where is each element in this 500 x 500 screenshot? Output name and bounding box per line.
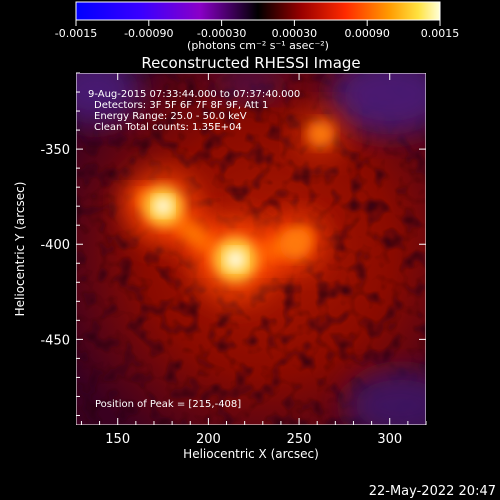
annotations: 9-Aug-2015 07:33:44.000 to 07:37:40.000D… bbox=[88, 89, 300, 133]
colorbar-gradient bbox=[75, 1, 441, 21]
colorbar-unit-label: (photons cm⁻² s⁻¹ asec⁻²) bbox=[187, 39, 329, 52]
source-peak bbox=[225, 249, 246, 270]
x-tick-label: 250 bbox=[287, 432, 312, 447]
annotation-line: 9-Aug-2015 07:33:44.000 to 07:37:40.000 bbox=[88, 89, 300, 100]
colorbar: -0.0015 -0.00090 -0.00030 0.00030 0.00090 0.0… bbox=[55, 1, 459, 52]
source-core bbox=[306, 119, 335, 148]
source-peak bbox=[153, 197, 173, 216]
colorbar-tick-label: -0.00090 bbox=[124, 27, 173, 40]
y-axis-ticks: -350 -400 -450 bbox=[40, 72, 426, 416]
y-axis-label: Heliocentric Y (arcsec) bbox=[13, 182, 27, 317]
colorbar-tick-label: 0.00030 bbox=[272, 27, 318, 40]
x-tick-label: 200 bbox=[196, 432, 221, 447]
source-core bbox=[279, 228, 311, 260]
annotation-line: Detectors: 3F 5F 6F 7F 8F 9F, Att 1 bbox=[94, 100, 268, 111]
y-tick-label: -350 bbox=[40, 143, 70, 158]
footer-timestamp: 22-May-2022 20:47 bbox=[369, 484, 496, 499]
x-axis-ticks: 150 200 250 300 bbox=[80, 73, 427, 447]
colorbar-tick-label: -0.0015 bbox=[55, 27, 97, 40]
emission-sources bbox=[125, 108, 347, 302]
annotation-line: Clean Total counts: 1.35E+04 bbox=[94, 122, 242, 133]
y-tick-label: -450 bbox=[40, 333, 70, 348]
colorbar-tick-label: 0.0015 bbox=[421, 27, 460, 40]
peak-position-label: Position of Peak = [215,-408] bbox=[95, 399, 241, 410]
x-axis-label: Heliocentric X (arcsec) bbox=[183, 447, 319, 461]
colorbar-ticks: -0.0015 -0.00090 -0.00030 0.00030 0.00090 0.0… bbox=[55, 20, 459, 40]
image-panel bbox=[76, 73, 426, 425]
y-tick-label: -400 bbox=[40, 238, 70, 253]
annotation-line: Energy Range: 25.0 - 50.0 keV bbox=[94, 111, 247, 122]
chart-title: Reconstructed RHESSI Image bbox=[141, 54, 360, 72]
colorbar-tick-label: 0.00090 bbox=[344, 27, 390, 40]
x-tick-label: 300 bbox=[377, 432, 402, 447]
x-tick-label: 150 bbox=[105, 432, 130, 447]
colorbar-tick-label: -0.00030 bbox=[197, 27, 246, 40]
